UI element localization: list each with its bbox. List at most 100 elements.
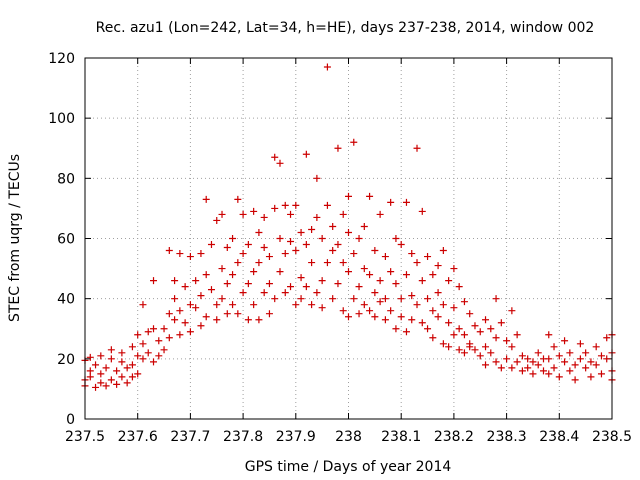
data-point bbox=[144, 349, 152, 357]
x-tick-label: 238.5 bbox=[592, 429, 632, 445]
x-tick-label: 237.6 bbox=[118, 429, 158, 445]
y-tick-label: 40 bbox=[57, 292, 75, 308]
data-point bbox=[576, 340, 584, 348]
x-tick-label: 238.1 bbox=[381, 429, 421, 445]
data-point bbox=[239, 289, 247, 297]
data-point bbox=[439, 340, 447, 348]
data-point bbox=[429, 334, 437, 342]
data-point bbox=[534, 361, 542, 369]
data-point bbox=[339, 210, 347, 218]
data-point bbox=[186, 253, 194, 261]
data-point bbox=[308, 225, 316, 233]
data-point bbox=[555, 352, 563, 360]
data-point bbox=[555, 373, 563, 381]
data-point bbox=[239, 250, 247, 258]
data-point bbox=[350, 138, 358, 146]
data-point bbox=[176, 307, 184, 315]
data-point bbox=[376, 277, 384, 285]
data-point bbox=[603, 334, 611, 342]
data-point bbox=[371, 289, 379, 297]
data-point bbox=[250, 301, 258, 309]
data-point bbox=[360, 301, 368, 309]
data-point bbox=[107, 346, 115, 354]
data-point bbox=[271, 295, 279, 303]
data-point bbox=[592, 343, 600, 351]
data-point bbox=[455, 283, 463, 291]
data-point bbox=[366, 271, 374, 279]
data-point bbox=[439, 247, 447, 255]
data-point bbox=[281, 201, 289, 209]
x-tick-label: 238.4 bbox=[539, 429, 579, 445]
data-point bbox=[250, 207, 258, 215]
data-point bbox=[139, 340, 147, 348]
data-point bbox=[176, 331, 184, 339]
data-point bbox=[350, 250, 358, 258]
data-point bbox=[408, 250, 416, 258]
data-point bbox=[297, 295, 305, 303]
data-point bbox=[513, 331, 521, 339]
data-point bbox=[339, 307, 347, 315]
y-tick-label: 80 bbox=[57, 171, 75, 187]
data-point bbox=[350, 295, 358, 303]
data-point bbox=[260, 244, 268, 252]
data-point bbox=[408, 292, 416, 300]
data-point bbox=[92, 361, 100, 369]
data-point bbox=[402, 328, 410, 336]
data-point bbox=[318, 304, 326, 312]
data-point bbox=[424, 253, 432, 261]
data-point bbox=[329, 222, 337, 230]
data-point bbox=[229, 301, 237, 309]
data-point bbox=[381, 316, 389, 324]
data-point bbox=[244, 316, 252, 324]
data-point bbox=[192, 304, 200, 312]
data-point bbox=[287, 283, 295, 291]
data-point bbox=[302, 150, 310, 158]
data-point bbox=[387, 307, 395, 315]
data-point bbox=[260, 213, 268, 221]
data-point bbox=[218, 295, 226, 303]
data-point bbox=[144, 328, 152, 336]
data-point bbox=[334, 241, 342, 249]
data-point bbox=[186, 301, 194, 309]
data-point bbox=[508, 364, 516, 372]
data-point bbox=[271, 153, 279, 161]
data-point bbox=[186, 328, 194, 336]
data-point bbox=[265, 280, 273, 288]
data-point bbox=[102, 382, 110, 390]
data-point bbox=[213, 216, 221, 224]
data-point bbox=[318, 277, 326, 285]
data-point bbox=[92, 383, 100, 391]
data-point bbox=[434, 289, 442, 297]
y-tick-label: 0 bbox=[66, 412, 75, 428]
data-point bbox=[160, 325, 168, 333]
data-point bbox=[534, 349, 542, 357]
data-point bbox=[150, 277, 158, 285]
data-point bbox=[376, 210, 384, 218]
data-point bbox=[202, 313, 210, 321]
data-point bbox=[171, 316, 179, 324]
data-point bbox=[434, 262, 442, 270]
data-point bbox=[128, 361, 136, 369]
data-point bbox=[587, 373, 595, 381]
data-point bbox=[371, 313, 379, 321]
data-point bbox=[297, 228, 305, 236]
data-point bbox=[287, 210, 295, 218]
data-point bbox=[550, 364, 558, 372]
data-point bbox=[234, 195, 242, 203]
data-point bbox=[518, 352, 526, 360]
data-point bbox=[524, 364, 532, 372]
x-tick-label: 238.2 bbox=[434, 429, 474, 445]
x-axis-label: GPS time / Days of year 2014 bbox=[245, 459, 452, 475]
data-point bbox=[160, 346, 168, 354]
data-point bbox=[603, 355, 611, 363]
data-point bbox=[213, 301, 221, 309]
data-point bbox=[576, 355, 584, 363]
data-point bbox=[424, 295, 432, 303]
data-point bbox=[313, 174, 321, 182]
data-point bbox=[355, 310, 363, 318]
data-point bbox=[539, 367, 547, 375]
data-point bbox=[150, 325, 158, 333]
data-point bbox=[429, 307, 437, 315]
data-point bbox=[207, 286, 215, 294]
